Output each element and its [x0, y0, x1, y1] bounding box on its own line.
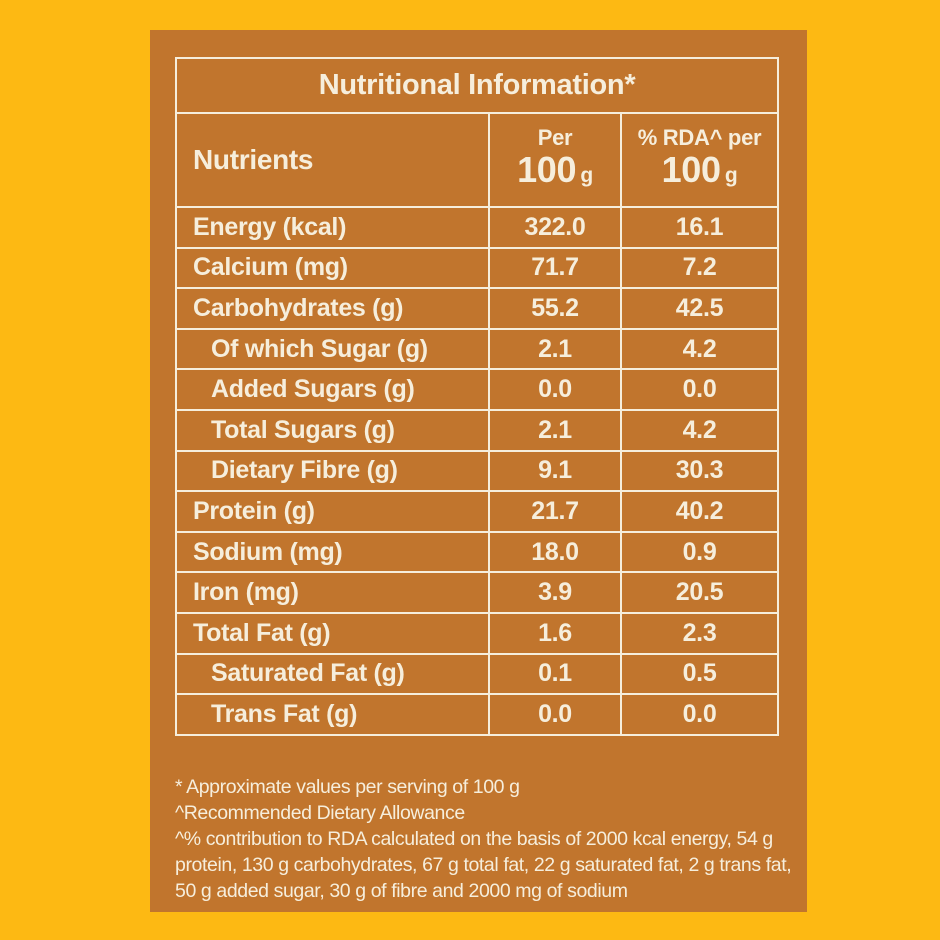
rda-percent-value-cell: 4.2 [619, 408, 780, 452]
per-100g-value-cell: 2.1 [488, 408, 622, 452]
rda-percent-value-cell: 0.0 [619, 368, 780, 411]
per-100g-value-cell: 55.2 [488, 287, 622, 330]
rda-percent-value-cell: 2.3 [619, 611, 780, 655]
column-header-row: Nutrients Per 100 g % RDA^ per 100 g [175, 112, 780, 208]
table-row: Added Sugars (g) 0.0 0.0 [175, 368, 780, 411]
footnotes: * Approximate values per serving of 100 … [175, 774, 805, 904]
column-header-rda: % RDA^ per 100 g [619, 112, 780, 208]
nutrient-name-cell: Total Fat (g) [175, 611, 490, 655]
table-row: Iron (mg) 3.9 20.5 [175, 571, 780, 614]
rda-percent-value-cell: 4.2 [619, 327, 780, 371]
table-row: Of which Sugar (g) 2.1 4.2 [175, 327, 780, 371]
rda-percent-value-cell: 40.2 [619, 490, 780, 533]
per-100g-value-cell: 9.1 [488, 449, 622, 493]
table-row: Calcium (mg) 71.7 7.2 [175, 246, 780, 290]
per-100g-value-cell: 322.0 [488, 206, 622, 249]
title-row: Nutritional Information* [174, 57, 780, 114]
footnote-approximate-values: * Approximate values per serving of 100 … [175, 776, 520, 798]
per-100g-value-cell: 2.1 [488, 327, 622, 371]
nutrient-name-cell: Added Sugars (g) [175, 368, 490, 411]
per-100g-value-cell: 0.0 [488, 693, 622, 736]
rda-percent-value-cell: 0.0 [619, 693, 780, 736]
per-100g-value-cell: 0.1 [488, 652, 622, 696]
nutrient-name-cell: Trans Fat (g) [175, 693, 490, 736]
table-row: Protein (g) 21.7 40.2 [175, 490, 780, 533]
footnote-rda-basis: ^% contribution to RDA calculated on the… [175, 828, 792, 902]
table-row: Total Fat (g) 1.6 2.3 [175, 611, 780, 655]
per-100g-value-cell: 0.0 [488, 368, 622, 411]
table-title: Nutritional Information* [174, 57, 780, 114]
rda-label: % RDA^ per [637, 125, 762, 150]
per-amount: 100 [517, 149, 577, 190]
rda-percent-value-cell: 16.1 [619, 206, 780, 249]
per-unit: g [580, 164, 593, 187]
per-label: Per [537, 125, 573, 150]
per-100g-value-cell: 3.9 [488, 571, 622, 614]
rda-unit: g [724, 164, 738, 187]
per-100g-value-cell: 21.7 [488, 490, 622, 533]
nutrient-name-cell: Iron (mg) [175, 571, 490, 614]
nutrient-name-cell: Saturated Fat (g) [175, 652, 490, 696]
nutrient-name-cell: Total Sugars (g) [175, 408, 490, 452]
nutrient-rows: Energy (kcal) 322.0 16.1 Calcium (mg) 71… [175, 206, 780, 736]
nutrient-name-cell: Protein (g) [175, 490, 490, 533]
table-row: Dietary Fibre (g) 9.1 30.3 [175, 449, 780, 493]
rda-amount: 100 [661, 149, 721, 190]
table-row: Sodium (mg) 18.0 0.9 [175, 530, 780, 574]
nutrient-name-cell: Sodium (mg) [175, 530, 490, 574]
column-header-nutrients: Nutrients [175, 112, 490, 208]
per-amount-line: 100 g [490, 151, 620, 197]
nutrition-table: Nutritional Information* Nutrients Per 1… [174, 57, 780, 736]
table-row: Energy (kcal) 322.0 16.1 [175, 206, 780, 249]
rda-percent-value-cell: 0.5 [619, 652, 780, 696]
rda-amount-line: 100 g [622, 151, 777, 197]
nutrient-name-cell: Dietary Fibre (g) [175, 449, 490, 493]
table-row: Carbohydrates (g) 55.2 42.5 [175, 287, 780, 330]
rda-percent-value-cell: 42.5 [619, 287, 780, 330]
per-100g-value-cell: 1.6 [488, 611, 622, 655]
rda-percent-value-cell: 30.3 [619, 449, 780, 493]
table-row: Total Sugars (g) 2.1 4.2 [175, 408, 780, 452]
nutrient-name-cell: Carbohydrates (g) [175, 287, 490, 330]
per-100g-value-cell: 18.0 [488, 530, 622, 574]
table-row: Trans Fat (g) 0.0 0.0 [175, 693, 780, 736]
nutrient-name-cell: Energy (kcal) [175, 206, 490, 249]
column-header-per-100g: Per 100 g [488, 112, 622, 208]
nutrition-panel: Nutritional Information* Nutrients Per 1… [150, 30, 807, 912]
per-100g-value-cell: 71.7 [488, 246, 622, 290]
rda-percent-value-cell: 7.2 [619, 246, 780, 290]
footnote-rda-definition: ^Recommended Dietary Allowance [175, 802, 465, 824]
nutrient-name-cell: Calcium (mg) [175, 246, 490, 290]
table-row: Saturated Fat (g) 0.1 0.5 [175, 652, 780, 696]
rda-percent-value-cell: 0.9 [619, 530, 780, 574]
rda-percent-value-cell: 20.5 [619, 571, 780, 614]
nutrient-name-cell: Of which Sugar (g) [175, 327, 490, 371]
